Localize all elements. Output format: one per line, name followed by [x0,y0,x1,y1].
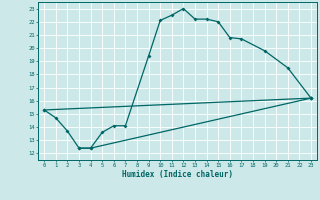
X-axis label: Humidex (Indice chaleur): Humidex (Indice chaleur) [122,170,233,179]
